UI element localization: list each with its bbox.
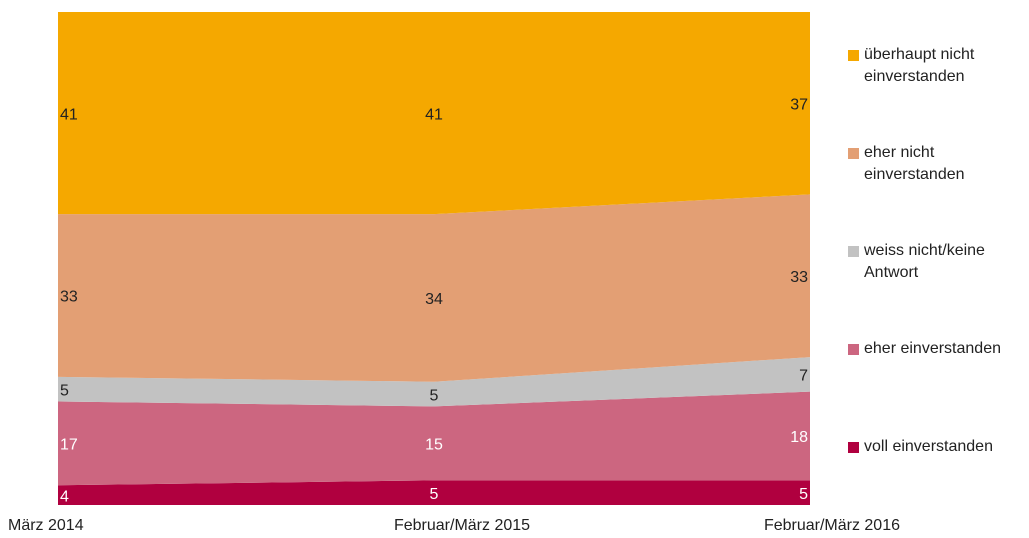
area bbox=[58, 12, 810, 215]
legend-swatch bbox=[848, 148, 859, 159]
legend-label: weiss nicht/keine Antwort bbox=[864, 242, 985, 281]
legend-item: eher einverstanden bbox=[848, 338, 1028, 436]
legend-label: voll einverstanden bbox=[864, 438, 993, 455]
area bbox=[58, 480, 810, 505]
data-label: 15 bbox=[425, 437, 443, 454]
legend-label: überhaupt nicht einverstanden bbox=[864, 46, 975, 85]
legend-swatch bbox=[848, 344, 859, 355]
data-label: 17 bbox=[60, 437, 78, 454]
area bbox=[58, 391, 810, 486]
x-tick-label: März 2014 bbox=[8, 517, 84, 534]
data-label: 33 bbox=[790, 269, 808, 286]
data-label: 4 bbox=[60, 488, 69, 505]
legend-item: eher nicht einverstanden bbox=[848, 142, 1028, 240]
x-tick-label: Februar/März 2016 bbox=[764, 517, 900, 534]
legend-swatch bbox=[848, 246, 859, 257]
legend: überhaupt nicht einverstanden eher nicht … bbox=[848, 44, 1028, 534]
data-label: 37 bbox=[790, 96, 808, 113]
legend-swatch bbox=[848, 50, 859, 61]
legend-item: voll einverstanden bbox=[848, 436, 1028, 534]
data-label: 41 bbox=[425, 106, 443, 123]
legend-item: weiss nicht/keine Antwort bbox=[848, 240, 1028, 338]
data-label: 5 bbox=[799, 486, 808, 503]
x-tick-label: Februar/März 2015 bbox=[394, 517, 530, 534]
legend-label: eher einverstanden bbox=[864, 340, 1001, 357]
data-label: 5 bbox=[430, 387, 439, 404]
legend-label: eher nicht einverstanden bbox=[864, 144, 965, 183]
data-label: 34 bbox=[425, 291, 443, 308]
data-label: 5 bbox=[60, 382, 69, 399]
data-label: 33 bbox=[60, 289, 78, 306]
data-label: 5 bbox=[430, 486, 439, 503]
legend-item: überhaupt nicht einverstanden bbox=[848, 44, 1028, 142]
legend-swatch bbox=[848, 442, 859, 453]
data-label: 7 bbox=[799, 368, 808, 385]
data-label: 41 bbox=[60, 106, 78, 123]
area bbox=[58, 194, 810, 382]
data-label: 18 bbox=[790, 429, 808, 446]
